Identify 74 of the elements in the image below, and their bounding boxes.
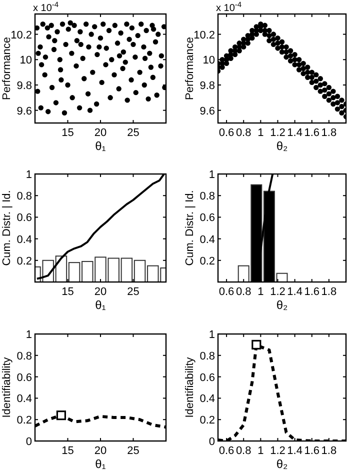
x-tick-label: 1.8: [321, 127, 337, 139]
y-tick-label: 0.6: [16, 372, 32, 384]
y-tick-label: 1: [26, 169, 32, 181]
y-tick-label: 9.6: [16, 105, 32, 118]
y-tick-label: 1: [208, 169, 215, 181]
x-tick-label: 1.4: [287, 445, 302, 457]
x-tick-label: 25: [127, 445, 140, 457]
x-axis-title: θ₂: [276, 139, 288, 153]
x-axis-title: θ₁: [95, 457, 106, 471]
y-tick-label: 0.6: [200, 372, 215, 384]
y-tick-label: 0.4: [16, 234, 32, 246]
x-tick-label: 1: [258, 445, 264, 457]
x-axis-title: θ₁: [95, 139, 106, 153]
text: x 10$^{-4}$: [216, 0, 242, 14]
y-tick-label: 0.6: [200, 212, 215, 224]
text: x 10$^{-4}$: [33, 0, 59, 14]
y-axis-title: Performance: [1, 37, 13, 100]
x-tick-label: 0.6: [218, 445, 234, 457]
y-tick-label: 0.2: [16, 414, 32, 427]
x-tick-label: 1.6: [304, 286, 320, 298]
x-tick-label: 20: [94, 445, 107, 457]
y-tick-label: 10: [202, 54, 215, 67]
y-tick-label: 0.8: [200, 190, 215, 203]
x-tick-label: 0.8: [236, 127, 252, 139]
y-tick-label: 0.4: [16, 393, 32, 406]
x-tick-label: 1.4: [287, 127, 302, 139]
x-tick-label: 1.2: [270, 445, 286, 457]
y-axis-title: Cum. Distr. | Id.: [1, 190, 13, 266]
y-tick-label: 0.2: [16, 255, 32, 268]
y-axis-title: Performance: [184, 37, 196, 100]
y-tick-label: 10.2: [194, 29, 215, 42]
x-axis-title: θ₁: [95, 298, 106, 312]
x-tick-label: 15: [62, 286, 74, 298]
y-tick-label: 0.4: [200, 234, 215, 246]
y-tick-label: 0.6: [16, 212, 32, 224]
x-tick-label: 20: [94, 286, 107, 298]
y-tick-label: 0: [26, 436, 32, 448]
x-axis-title: θ₂: [276, 298, 288, 312]
y-tick-label: 1: [208, 329, 215, 341]
y-tick-label: 10: [20, 54, 32, 67]
x-tick-label: 1.8: [321, 445, 337, 457]
y-tick-label: 9.8: [16, 80, 32, 92]
x-tick-label: 0.8: [236, 445, 252, 457]
x-tick-label: 15: [62, 127, 74, 139]
y-tick-label: 9.6: [200, 105, 215, 118]
x-tick-label: 0.6: [218, 127, 234, 139]
y-tick-label: 0: [208, 436, 215, 448]
y-tick-label: 0.8: [16, 190, 32, 203]
y-axis-title: Identifiability: [1, 356, 13, 418]
x-tick-label: 1.6: [304, 127, 320, 139]
x-tick-label: 0.6: [218, 286, 234, 298]
x-tick-label: 0.8: [236, 286, 252, 298]
x-tick-label: 20: [94, 127, 107, 139]
y-tick-label: 1: [26, 329, 32, 341]
x-tick-label: 15: [62, 445, 74, 457]
x-tick-label: 25: [127, 127, 140, 139]
y-tick-label: 0.8: [16, 350, 32, 362]
y-tick-label: 0.2: [200, 414, 215, 427]
y-tick-label: 0.2: [200, 255, 215, 268]
x-tick-label: 1.8: [321, 286, 337, 298]
x-axis-title: θ₂: [276, 457, 288, 471]
x-tick-label: 1: [258, 286, 264, 298]
x-tick-label: 1.2: [270, 127, 286, 139]
x-tick-label: 25: [127, 286, 140, 298]
x-tick-label: 1.6: [304, 445, 320, 457]
y-axis-title: Identifiability: [184, 356, 196, 418]
y-tick-label: 9.8: [200, 80, 215, 92]
x-tick-label: 1.2: [270, 286, 286, 298]
y-axis-title: Cum. Distr. | Id.: [184, 190, 196, 266]
y-tick-label: 0.8: [200, 350, 215, 362]
y-tick-label: 0.4: [200, 393, 215, 406]
x-tick-label: 1.4: [287, 286, 302, 298]
y-tick-label: 10.2: [10, 29, 32, 42]
x-tick-label: 1: [258, 127, 264, 139]
